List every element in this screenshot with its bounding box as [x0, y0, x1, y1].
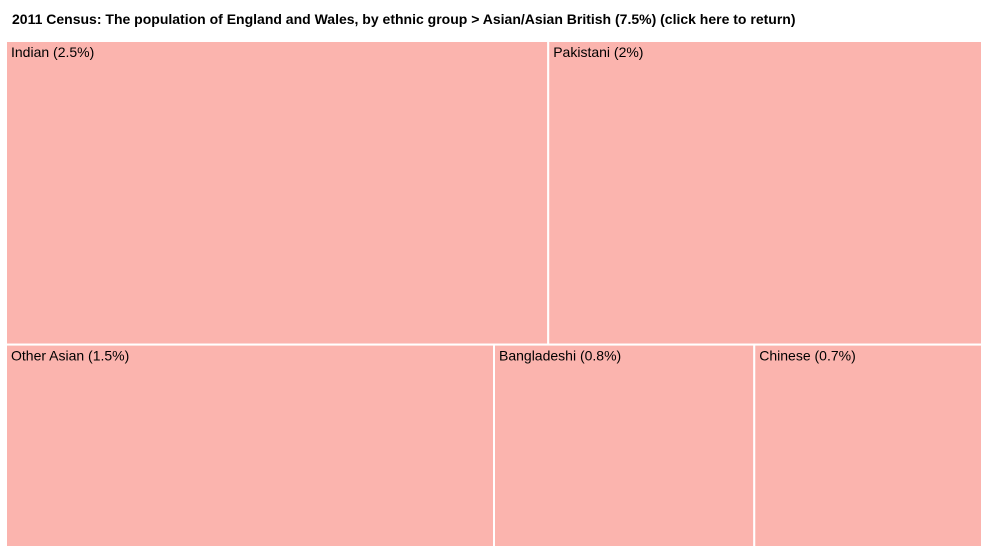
- cell-label: Other Asian (1.5%): [11, 348, 129, 364]
- cell-label: Bangladeshi (0.8%): [499, 348, 621, 364]
- treemap-cell: [5, 40, 550, 346]
- treemap-cell: [5, 343, 495, 548]
- cell-label: Indian (2.5%): [11, 44, 94, 60]
- treemap-cell: [493, 343, 756, 548]
- cell-label: Pakistani (2%): [553, 44, 643, 60]
- cell-label: Chinese (0.7%): [759, 348, 856, 364]
- treemap-cell: [753, 343, 983, 548]
- treemap-cell: [547, 40, 983, 346]
- chart-title[interactable]: 2011 Census: The population of England a…: [12, 11, 796, 27]
